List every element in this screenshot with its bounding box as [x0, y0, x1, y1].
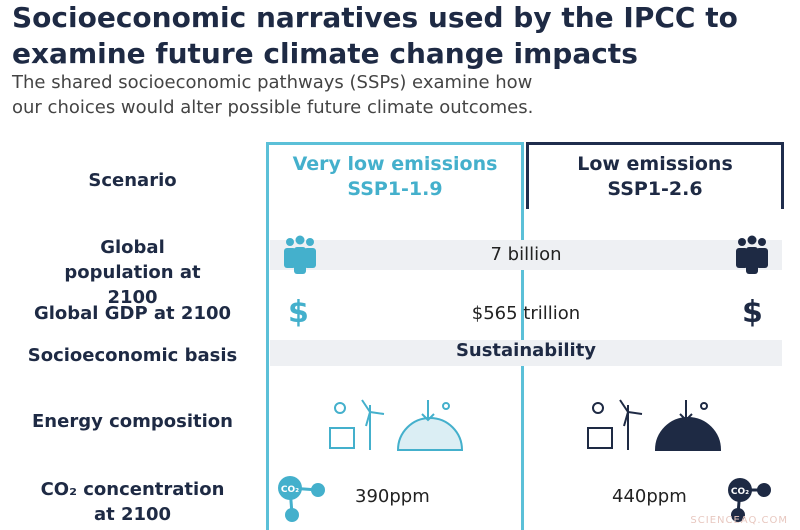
- gdp-icon: $: [742, 295, 763, 330]
- row-band: [270, 240, 782, 270]
- co2-icon-label: CO₂: [281, 485, 299, 495]
- column-code: SSP1-2.6: [607, 178, 703, 200]
- population: 7 billion: [490, 244, 562, 265]
- subtitle: The shared socioeconomic pathways (SSPs)…: [12, 72, 534, 118]
- row-band: [270, 340, 782, 366]
- row-label: Socioeconomic basis: [27, 345, 238, 366]
- watermark: SCIENCEAQ.COM: [690, 515, 788, 526]
- population-icon: [736, 235, 768, 274]
- energy-icons: [587, 399, 722, 451]
- row-label: CO₂ concentration at 2100: [40, 479, 225, 525]
- basis: Sustainability: [455, 340, 597, 361]
- co2-value: 390ppm: [355, 486, 430, 507]
- row-label: Scenario: [88, 170, 177, 191]
- gdp: $565 trillion: [471, 303, 581, 324]
- energy-icons: [329, 399, 464, 451]
- column-low: [526, 142, 784, 209]
- column-name: Low emissions: [577, 153, 733, 175]
- column-very-low: [266, 142, 524, 530]
- row-label: Energy composition: [32, 411, 233, 432]
- column-code: SSP1-1.9: [347, 178, 443, 200]
- column-header: Very low emissions SSP1-1.9: [269, 152, 521, 202]
- co2-icon-label: CO₂: [731, 487, 749, 497]
- population-icon: [284, 235, 316, 274]
- co2-icon: CO₂: [728, 478, 771, 522]
- column-header: Low emissions SSP1-2.6: [529, 152, 781, 202]
- title: Socioeconomic narratives used by the IPC…: [12, 1, 738, 70]
- column-name: Very low emissions: [292, 153, 498, 175]
- gdp-icon: $: [288, 295, 309, 330]
- row-label: Global population at 2100: [64, 237, 201, 308]
- co2-icon: CO₂: [278, 476, 325, 522]
- row-label: Global GDP at 2100: [33, 303, 232, 324]
- co2-value: 440ppm: [612, 486, 687, 507]
